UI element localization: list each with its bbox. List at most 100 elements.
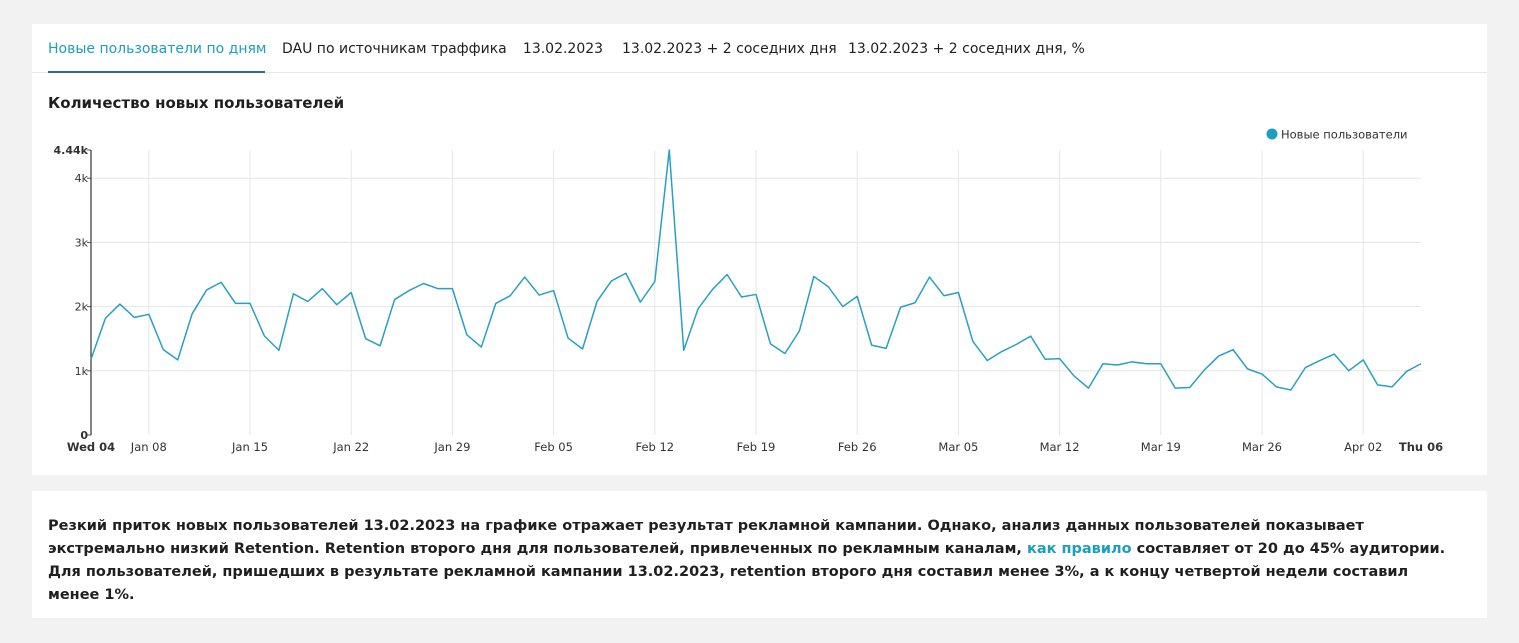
tab-dau-by-traffic-source[interactable]: DAU по источникам траффика [282,41,507,57]
y-tick-label: 3k [75,236,89,249]
y-tick-label: 1k [75,365,89,378]
rule-link[interactable]: как правило [1026,541,1132,557]
data-point [1391,386,1393,388]
data-point [1246,368,1248,370]
data-point [1001,350,1003,352]
x-tick-label: Feb 19 [737,440,776,454]
x-tick-label: Mar 05 [938,440,978,454]
tab-date-plus-neighbors-percent[interactable]: 13.02.2023 + 2 соседних дня, % [848,41,1085,57]
data-point [263,335,265,337]
data-point [784,352,786,354]
summary-part-2: составляет от 20 до 45% аудитории. Для п… [48,541,1446,603]
data-point [726,273,728,275]
data-point [914,302,916,304]
data-point [1348,370,1350,372]
data-point [292,293,294,295]
x-tick-label: Thu 06 [1399,440,1443,454]
data-point [552,289,554,291]
data-point [422,282,424,284]
new-users-line-chart: 0 1k 2k 3k 4k 4.44k Wed 04 Jan 08 Jan 15 Jan 22 Ja… [54,128,1444,455]
data-point [711,288,713,290]
data-point [1116,364,1118,366]
data-point [321,287,323,289]
data-point [697,307,699,309]
data-point [162,348,164,350]
data-point [234,302,236,304]
y-tick-label: 2k [75,301,89,314]
tab-new-users-by-day[interactable]: Новые пользователи по дням [48,24,266,73]
data-point [1102,363,1104,365]
data-point [1232,348,1234,350]
data-point [393,298,395,300]
x-tick-label: Feb 05 [534,440,573,454]
data-point [856,295,858,297]
data-point [683,349,685,351]
data-point [480,346,482,348]
data-point [1304,366,1306,368]
data-point [90,358,92,360]
summary-panel: Резкий приток новых пользователей 13.02.… [32,491,1487,618]
data-point [769,343,771,345]
data-point [1275,386,1277,388]
data-point [957,291,959,293]
data-point [220,281,222,283]
data-point [928,276,930,278]
legend-swatch [1266,128,1278,140]
data-point [1261,373,1263,375]
data-point [538,294,540,296]
tab-date-plus-neighbors[interactable]: 13.02.2023 + 2 соседних дня [622,41,837,57]
data-point [827,286,829,288]
data-point [191,312,193,314]
data-point [278,349,280,351]
data-point [1029,335,1031,337]
legend-label: Новые пользователи [1281,128,1408,142]
data-point [740,296,742,298]
data-point [625,272,627,274]
data-point [451,287,453,289]
data-point [596,300,598,302]
data-point [379,345,381,347]
data-point [986,359,988,361]
data-point [1131,361,1133,363]
data-point [1073,375,1075,377]
data-point [509,295,511,297]
y-tick-label: 4k [75,172,89,185]
data-point [495,302,497,304]
data-point [364,338,366,340]
data-point [466,334,468,336]
data-point [870,344,872,346]
data-point [177,359,179,361]
x-tick-label: Jan 15 [231,440,268,454]
x-tick-label: Jan 08 [130,440,167,454]
data-point [610,280,612,282]
data-point [133,316,135,318]
data-point [654,280,656,282]
data-point [249,302,251,304]
data-point [1290,389,1292,391]
tab-date-13-02-2023[interactable]: 13.02.2023 [522,41,604,57]
x-tick-label: Wed 04 [67,440,115,454]
summary-part-1: Резкий приток новых пользователей 13.02.… [48,518,1364,557]
data-point [1174,387,1176,389]
summary-text: Резкий приток новых пользователей 13.02.… [48,515,1448,607]
data-point [523,276,525,278]
data-point [1217,355,1219,357]
data-point [813,275,815,277]
data-point [1188,386,1190,388]
data-point [1203,369,1205,371]
data-point [1087,387,1089,389]
x-tick-label: Mar 19 [1141,440,1181,454]
data-point [148,313,150,315]
data-point [437,287,439,289]
data-point [668,149,670,151]
data-point [798,330,800,332]
data-point [1376,384,1378,386]
data-point [885,347,887,349]
data-point [1420,363,1422,365]
data-point [581,348,583,350]
data-point [943,295,945,297]
data-point [1058,357,1060,359]
data-point [307,300,309,302]
data-point [408,289,410,291]
x-tick-label: Mar 12 [1040,440,1080,454]
